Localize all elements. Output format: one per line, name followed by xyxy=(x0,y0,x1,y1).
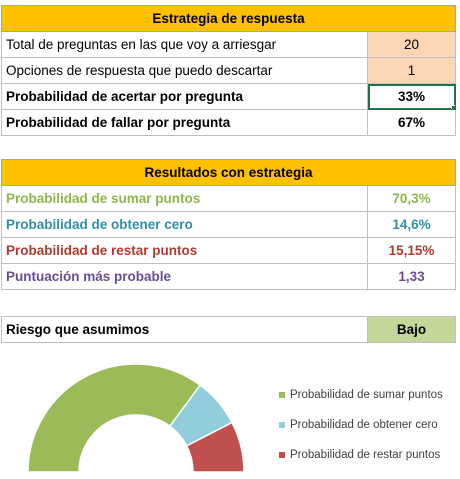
results-label-zero[interactable]: Probabilidad de obtener cero xyxy=(1,211,368,238)
strategy-value-miss[interactable]: 67% xyxy=(367,109,456,136)
probability-donut-chart[interactable] xyxy=(0,350,260,479)
results-label-subtract[interactable]: Probabilidad de restar puntos xyxy=(1,237,368,264)
slice-subtract[interactable] xyxy=(185,421,245,473)
strategy-value-discard[interactable]: 1 xyxy=(367,57,456,84)
results-label-sum[interactable]: Probabilidad de sumar puntos xyxy=(1,185,368,212)
results-value-sum[interactable]: 70,3% xyxy=(367,185,456,212)
slice-sum[interactable] xyxy=(27,363,202,473)
results-table: Resultados con estrategia Probabilidad d… xyxy=(1,159,456,290)
legend-label-zero: Probabilidad de obtener cero xyxy=(290,419,438,431)
legend-item-zero[interactable]: Probabilidad de obtener cero xyxy=(279,419,438,431)
legend-label-sum: Probabilidad de sumar puntos xyxy=(290,389,443,401)
strategy-header: Estrategia de respuesta xyxy=(1,5,456,32)
results-value-subtract[interactable]: 15,15% xyxy=(367,237,456,264)
strategy-value-hit: 33% xyxy=(397,89,426,104)
legend-label-subtract: Probabilidad de restar puntos xyxy=(290,449,441,461)
results-label-score[interactable]: Puntuación más probable xyxy=(1,263,368,290)
risk-label[interactable]: Riesgo que asumimos xyxy=(1,316,368,343)
legend-swatch-subtract xyxy=(279,452,285,458)
strategy-label-hit[interactable]: Probabilidad de acertar por pregunta xyxy=(1,83,368,110)
risk-table: Riesgo que asumimos Bajo xyxy=(1,316,456,343)
fill-handle[interactable] xyxy=(451,105,455,109)
strategy-table: Estrategia de respuesta Total de pregunt… xyxy=(1,5,456,136)
legend-swatch-sum xyxy=(279,392,285,398)
results-value-zero[interactable]: 14,6% xyxy=(367,211,456,238)
legend-item-subtract[interactable]: Probabilidad de restar puntos xyxy=(279,449,440,461)
results-value-score[interactable]: 1,33 xyxy=(367,263,456,290)
strategy-value-hit-selected-cell[interactable]: 33% xyxy=(367,83,456,110)
legend-item-sum[interactable]: Probabilidad de sumar puntos xyxy=(279,389,443,401)
strategy-label-miss[interactable]: Probabilidad de fallar por pregunta xyxy=(1,109,368,136)
strategy-label-questions[interactable]: Total de preguntas en las que voy a arri… xyxy=(1,31,368,58)
legend-swatch-zero xyxy=(279,422,285,428)
strategy-value-questions[interactable]: 20 xyxy=(367,31,456,58)
strategy-label-discard[interactable]: Opciones de respuesta que puedo descarta… xyxy=(1,57,368,84)
results-header: Resultados con estrategia xyxy=(1,159,456,186)
risk-value[interactable]: Bajo xyxy=(367,316,456,343)
